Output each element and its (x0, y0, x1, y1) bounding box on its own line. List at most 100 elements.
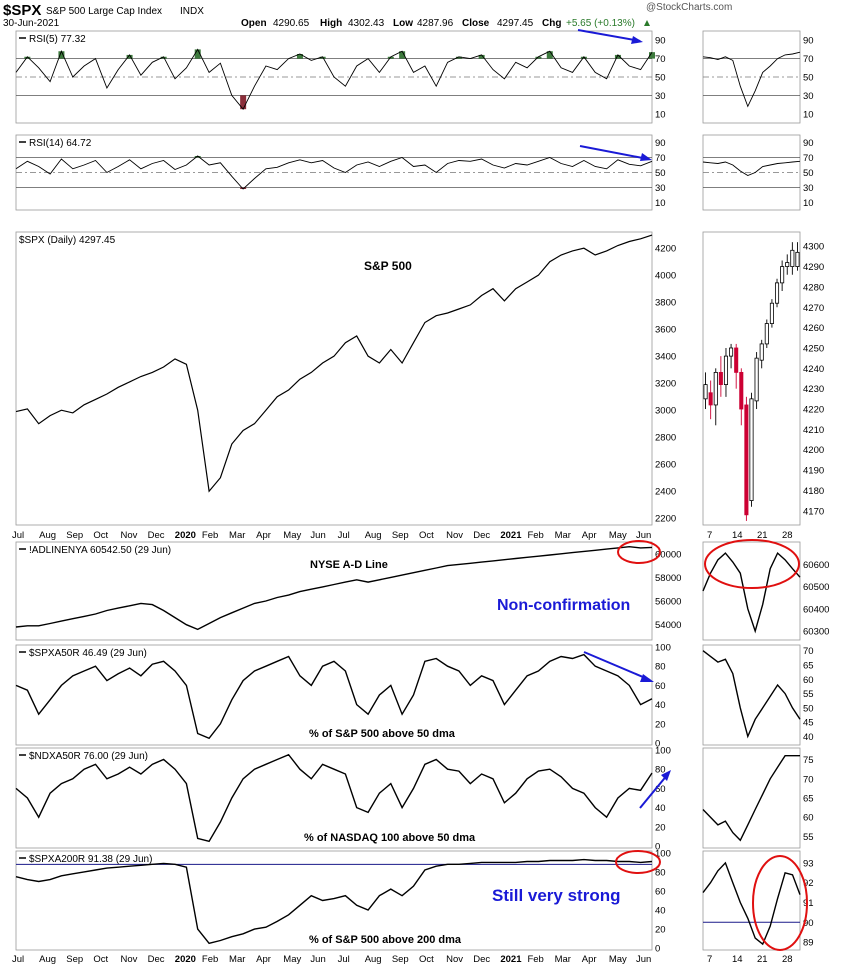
rsi14-legend: RSI(14) 64.72 (29, 138, 92, 149)
spx-label: S&P 500 (364, 259, 412, 273)
bottom-axis-month-16: Nov (446, 954, 463, 965)
spxa50-legend: $SPXA50R 46.49 (29 Jun) (29, 648, 147, 659)
top-axis-month-21: Apr (582, 530, 597, 541)
spx-main-tick-2: 2600 (655, 460, 676, 471)
rsi14-zoom-tick-0: 10 (803, 198, 814, 209)
ndxa50-main-tick-5: 100 (655, 745, 671, 756)
spx-zoom-tick-4: 4210 (803, 425, 824, 436)
spx-main-tick-0: 2200 (655, 514, 676, 525)
top-axis-month-12: Jul (338, 530, 350, 541)
ndxa50-legend: $NDXA50R 76.00 (29 Jun) (29, 751, 148, 762)
adline-label: NYSE A-D Line (310, 559, 388, 571)
spxa50-main-tick-2: 40 (655, 700, 666, 711)
rsi5-ob-fill (649, 52, 655, 59)
low-value: 4287.96 (417, 18, 454, 29)
spxa50-zoom-line (702, 650, 801, 739)
top-axis-month-8: Mar (229, 530, 245, 541)
spxa200-label: % of S&P 500 above 200 dma (309, 934, 462, 946)
rsi5-main-tick-2: 50 (655, 73, 666, 84)
close-label: Close (462, 18, 490, 29)
spxa50-arrow (583, 651, 651, 681)
rsi5-ob-fill (387, 56, 394, 59)
spxa200-circle-main (615, 850, 661, 874)
spx-legend: $SPX (Daily) 4297.45 (19, 235, 116, 246)
rsi14-zoom-line (702, 160, 801, 177)
adline-legend: !ADLINENYA 60542.50 (29 Jun) (29, 545, 171, 556)
spxa50-main-tick-3: 60 (655, 681, 666, 692)
top-axis-month-2: Sep (66, 530, 83, 541)
rsi5-ob-fill (399, 51, 406, 59)
top-axis-month-11: Jun (310, 530, 325, 541)
rsi5-arrowhead (631, 36, 643, 44)
adline-zoom-tick-2: 60500 (803, 582, 829, 593)
bottom-axis-month-13: Aug (365, 954, 382, 965)
ndxa50-zoom-tick-4: 75 (803, 755, 814, 766)
top-axis-month-17: Dec (473, 530, 490, 541)
chg-up-icon (644, 20, 650, 26)
spxa200-line (15, 858, 653, 945)
spx-candle-body (749, 398, 754, 501)
bottom-axis-zoom-day-3: 28 (782, 954, 793, 965)
rsi14-ob-fill (194, 156, 201, 158)
adline-zoom-frame (702, 541, 801, 641)
spxa200-main-tick-2: 40 (655, 906, 666, 917)
rsi14-arrow (579, 145, 649, 160)
rsi14-zoom-tick-4: 90 (803, 138, 814, 149)
spx-main-tick-7: 3600 (655, 325, 676, 336)
bottom-axis-month-18: 2021 (500, 954, 522, 965)
spx-zoom-tick-1: 4180 (803, 486, 824, 497)
spx-candle-body (744, 404, 749, 516)
nonconfirmation-label: Non-confirmation (497, 597, 630, 614)
bottom-axis-zoom-day-1: 14 (732, 954, 743, 965)
ndxa50-zoom-tick-3: 70 (803, 774, 814, 785)
rsi5-main-tick-0: 10 (655, 109, 666, 120)
spx-zoom-tick-2: 4190 (803, 466, 824, 477)
rsi5-main-tick-4: 90 (655, 36, 666, 47)
bottom-axis-month-0: Jul (12, 954, 24, 965)
spx-candle-body (739, 371, 744, 410)
spx-candle-body (703, 384, 708, 400)
spx-main-tick-8: 3800 (655, 298, 676, 309)
ndxa50-label: % of NASDAQ 100 above 50 dma (304, 832, 476, 844)
rsi14-zoom-tick-1: 30 (803, 183, 814, 194)
spx-candle-body (769, 302, 774, 324)
rsi14-main-tick-1: 30 (655, 183, 666, 194)
adline-zoom-tick-1: 60400 (803, 604, 829, 615)
open-value: 4290.65 (273, 18, 310, 29)
top-axis-zoom-day-1: 14 (732, 530, 743, 541)
chg-label: Chg (542, 18, 561, 29)
top-axis-month-4: Nov (121, 530, 138, 541)
bottom-axis-month-14: Sep (392, 954, 409, 965)
spx-candle-body (795, 251, 800, 267)
ndxa50-main-tick-1: 20 (655, 822, 666, 833)
bottom-axis-month-2: Sep (66, 954, 83, 965)
bottom-axis-month-12: Jul (338, 954, 350, 965)
rsi5-line (15, 48, 653, 111)
bottom-axis-month-6: 2020 (175, 954, 196, 965)
still-strong-label: Still very strong (492, 886, 620, 905)
spxa50-label: % of S&P 500 above 50 dma (309, 728, 456, 740)
spx-candle-body (785, 262, 790, 267)
spxa200-main-tick-3: 60 (655, 886, 666, 897)
spx-zoom-tick-0: 4170 (803, 506, 824, 517)
bottom-axis-month-23: Jun (636, 954, 651, 965)
rsi5-legend: RSI(5) 77.32 (29, 34, 86, 45)
spxa200-zoom-tick-4: 93 (803, 858, 814, 869)
ndxa50-zoom-tick-0: 55 (803, 832, 814, 843)
rsi5-zoom-tick-2: 50 (803, 73, 814, 84)
rsi14-os-fill (240, 187, 247, 189)
ndxa50-zoom-tick-2: 65 (803, 794, 814, 805)
spx-zoom-tick-6: 4230 (803, 384, 824, 395)
bottom-axis-month-8: Mar (229, 954, 245, 965)
adline-zoom-line (702, 551, 801, 634)
top-axis-month-7: Feb (202, 530, 218, 541)
spxa50-main-tick-0: 0 (655, 739, 660, 750)
spx-candle-body (708, 392, 713, 406)
spx-candle-body (734, 347, 739, 373)
top-axis-month-9: Apr (256, 530, 271, 541)
spxa50-main-tick-4: 80 (655, 662, 666, 673)
top-axis-month-5: Dec (148, 530, 165, 541)
ndxa50-main-frame (15, 747, 653, 849)
bottom-axis-zoom-day-2: 21 (757, 954, 768, 965)
spxa200-zoom-tick-3: 92 (803, 878, 814, 889)
